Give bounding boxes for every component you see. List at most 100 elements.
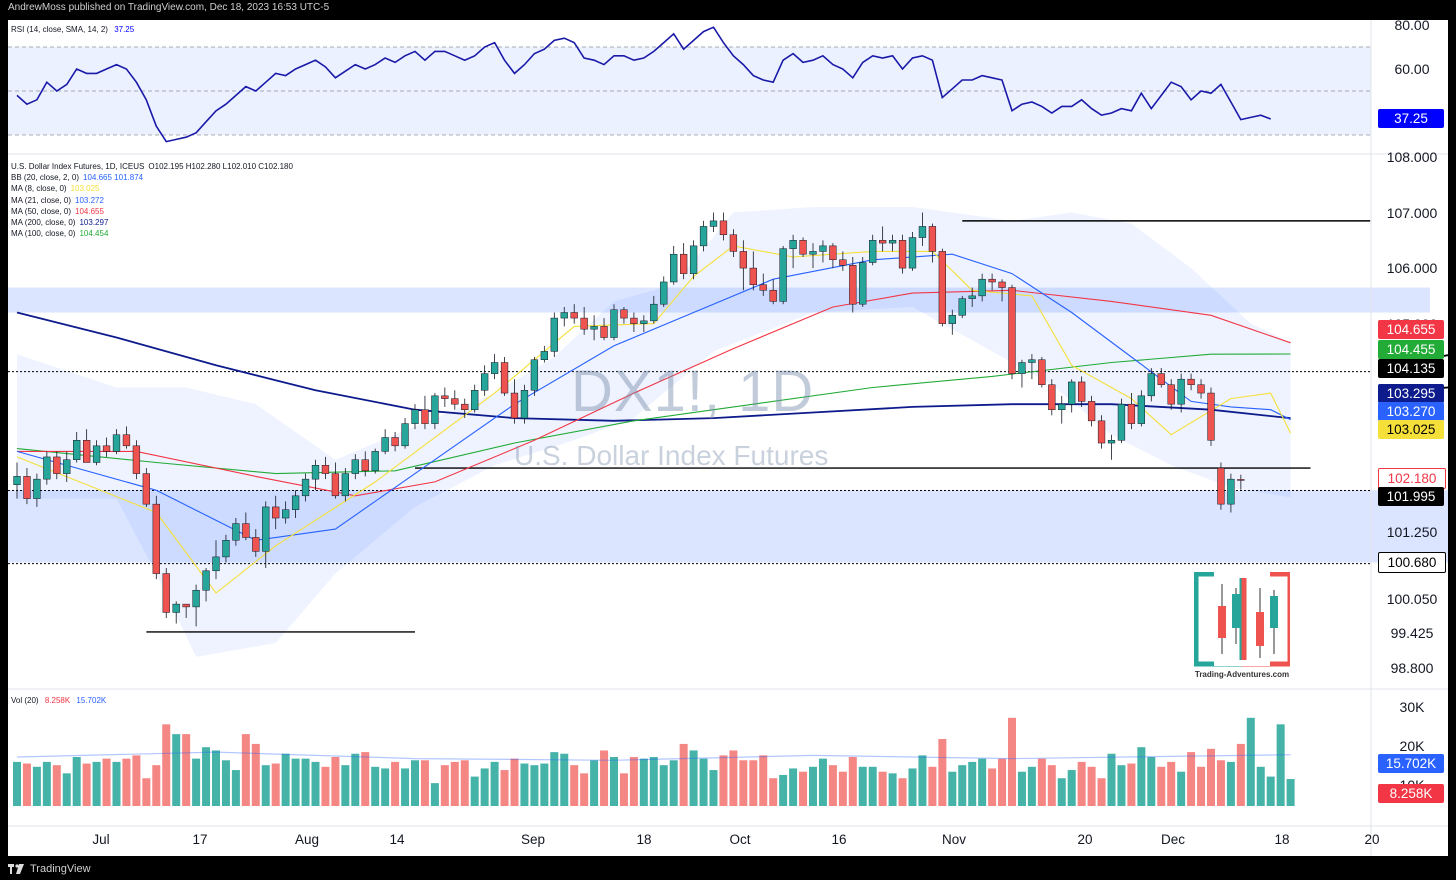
candlestick-logo-icon	[1193, 571, 1293, 667]
price-legend-row[interactable]: MA (50, close, 0) 104.655	[11, 206, 293, 217]
volume-bar	[1087, 766, 1096, 806]
price-tag: 104.655	[1378, 319, 1444, 339]
candle-body	[948, 315, 956, 324]
candle-body	[689, 245, 698, 274]
price-tag: 37.25	[1378, 108, 1444, 128]
price-legend-row[interactable]: BB (20, close, 2, 0) 104.665 101.874	[11, 172, 293, 183]
candle	[510, 379, 519, 424]
candle	[968, 287, 976, 307]
publisher-author[interactable]: AndrewMoss	[8, 2, 66, 13]
rsi-legend[interactable]: RSI (14, close, SMA, 14, 2) 37.25	[11, 24, 134, 35]
rsi-legend-name: RSI	[11, 25, 25, 34]
price-tag: 104.455	[1378, 339, 1444, 359]
time-tick-label: 20	[1077, 832, 1093, 847]
candle-body	[23, 476, 31, 499]
candle	[451, 390, 459, 410]
candle	[212, 540, 220, 580]
candle	[341, 468, 350, 502]
volume-legend[interactable]: Vol (20) 8.258K 15.702K	[11, 695, 106, 706]
candle	[43, 451, 51, 485]
candle	[978, 273, 986, 302]
volume-bar	[450, 761, 459, 806]
chart-area[interactable]: DX1!, 1D U.S. Dollar Index Futures RSI (…	[8, 20, 1448, 856]
candle	[202, 568, 210, 602]
volume-bar	[391, 761, 400, 806]
price-tag: 100.680	[1378, 551, 1446, 573]
candle-body	[1107, 440, 1116, 444]
candle	[431, 393, 439, 430]
volume-bar	[411, 760, 419, 806]
candle	[709, 212, 718, 232]
volume-bar	[1067, 770, 1076, 806]
candle-body	[719, 220, 728, 236]
candle	[361, 451, 369, 477]
candle-body	[1227, 478, 1235, 505]
volume-legend-params: (20)	[24, 696, 39, 705]
candle-body	[769, 290, 777, 302]
volume-bar	[1047, 765, 1056, 806]
volume-bar	[1137, 747, 1146, 806]
legend-values: 104.665 101.874	[83, 173, 144, 183]
volume-bar	[550, 752, 559, 806]
volume-bar	[610, 757, 618, 806]
candle	[620, 306, 628, 324]
candle	[560, 306, 568, 327]
candle	[1197, 379, 1205, 399]
candle	[958, 295, 966, 319]
volume-bar	[1097, 778, 1106, 806]
legend-name: MA (8, close, 0)	[11, 184, 67, 194]
candle-body	[739, 251, 748, 269]
volume-bar	[510, 758, 519, 806]
rsi-line	[16, 26, 1271, 143]
candle	[152, 495, 160, 580]
price-legend[interactable]: U.S. Dollar Index Futures, 1D, ICEUS O102…	[11, 161, 293, 239]
volume-bar	[500, 770, 509, 806]
price-legend-row[interactable]: MA (200, close, 0) 103.297	[11, 217, 293, 228]
candle-body	[132, 445, 141, 474]
time-tick-label: 18	[636, 832, 652, 847]
volume-bar	[62, 773, 71, 806]
time-tick-label: 17	[192, 832, 208, 847]
candle	[481, 365, 489, 396]
legend-name: U.S. Dollar Index Futures, 1D, ICEUS	[11, 162, 145, 171]
time-tick-label: Oct	[729, 832, 751, 847]
legend-values: 104.454	[79, 229, 109, 239]
price-legend-row[interactable]: MA (21, close, 0) 103.272	[11, 195, 293, 206]
volume-bar	[42, 761, 51, 806]
candle	[1207, 387, 1215, 446]
candle	[898, 234, 907, 274]
chart-canvas[interactable]	[8, 20, 1448, 856]
candle	[938, 248, 947, 327]
ma50-line	[17, 289, 1291, 497]
price-legend-row[interactable]: MA (8, close, 0) 103.025	[11, 183, 293, 194]
price-legend-row[interactable]: U.S. Dollar Index Futures, 1D, ICEUS O102…	[11, 161, 293, 172]
candle	[63, 451, 71, 482]
volume-bar	[231, 770, 240, 806]
candle	[102, 437, 111, 457]
candle	[162, 568, 170, 619]
volume-bar	[520, 763, 529, 806]
candle	[789, 234, 797, 269]
footer-brand[interactable]: TradingView	[30, 863, 91, 875]
candle-body	[1127, 403, 1136, 424]
volume-bar	[460, 760, 469, 806]
volume-bar	[351, 753, 360, 806]
candle	[262, 501, 270, 569]
volume-bar	[480, 768, 489, 806]
candle	[192, 584, 200, 627]
candle	[928, 223, 937, 263]
legend-name: MA (50, close, 0)	[11, 206, 72, 216]
time-tick-label: Aug	[294, 832, 320, 847]
volume-ma-line	[16, 751, 1291, 761]
candle-body	[1068, 381, 1076, 405]
volume-bar	[978, 758, 987, 806]
candle	[301, 473, 310, 502]
candle	[142, 468, 150, 507]
candle	[580, 306, 588, 335]
candle-body	[670, 253, 678, 283]
candle	[610, 304, 618, 341]
candle-body	[590, 326, 598, 330]
volume-bar	[1057, 778, 1066, 806]
horizontal-levels	[8, 220, 1371, 633]
price-legend-row[interactable]: MA (100, close, 0) 104.454	[11, 228, 293, 239]
